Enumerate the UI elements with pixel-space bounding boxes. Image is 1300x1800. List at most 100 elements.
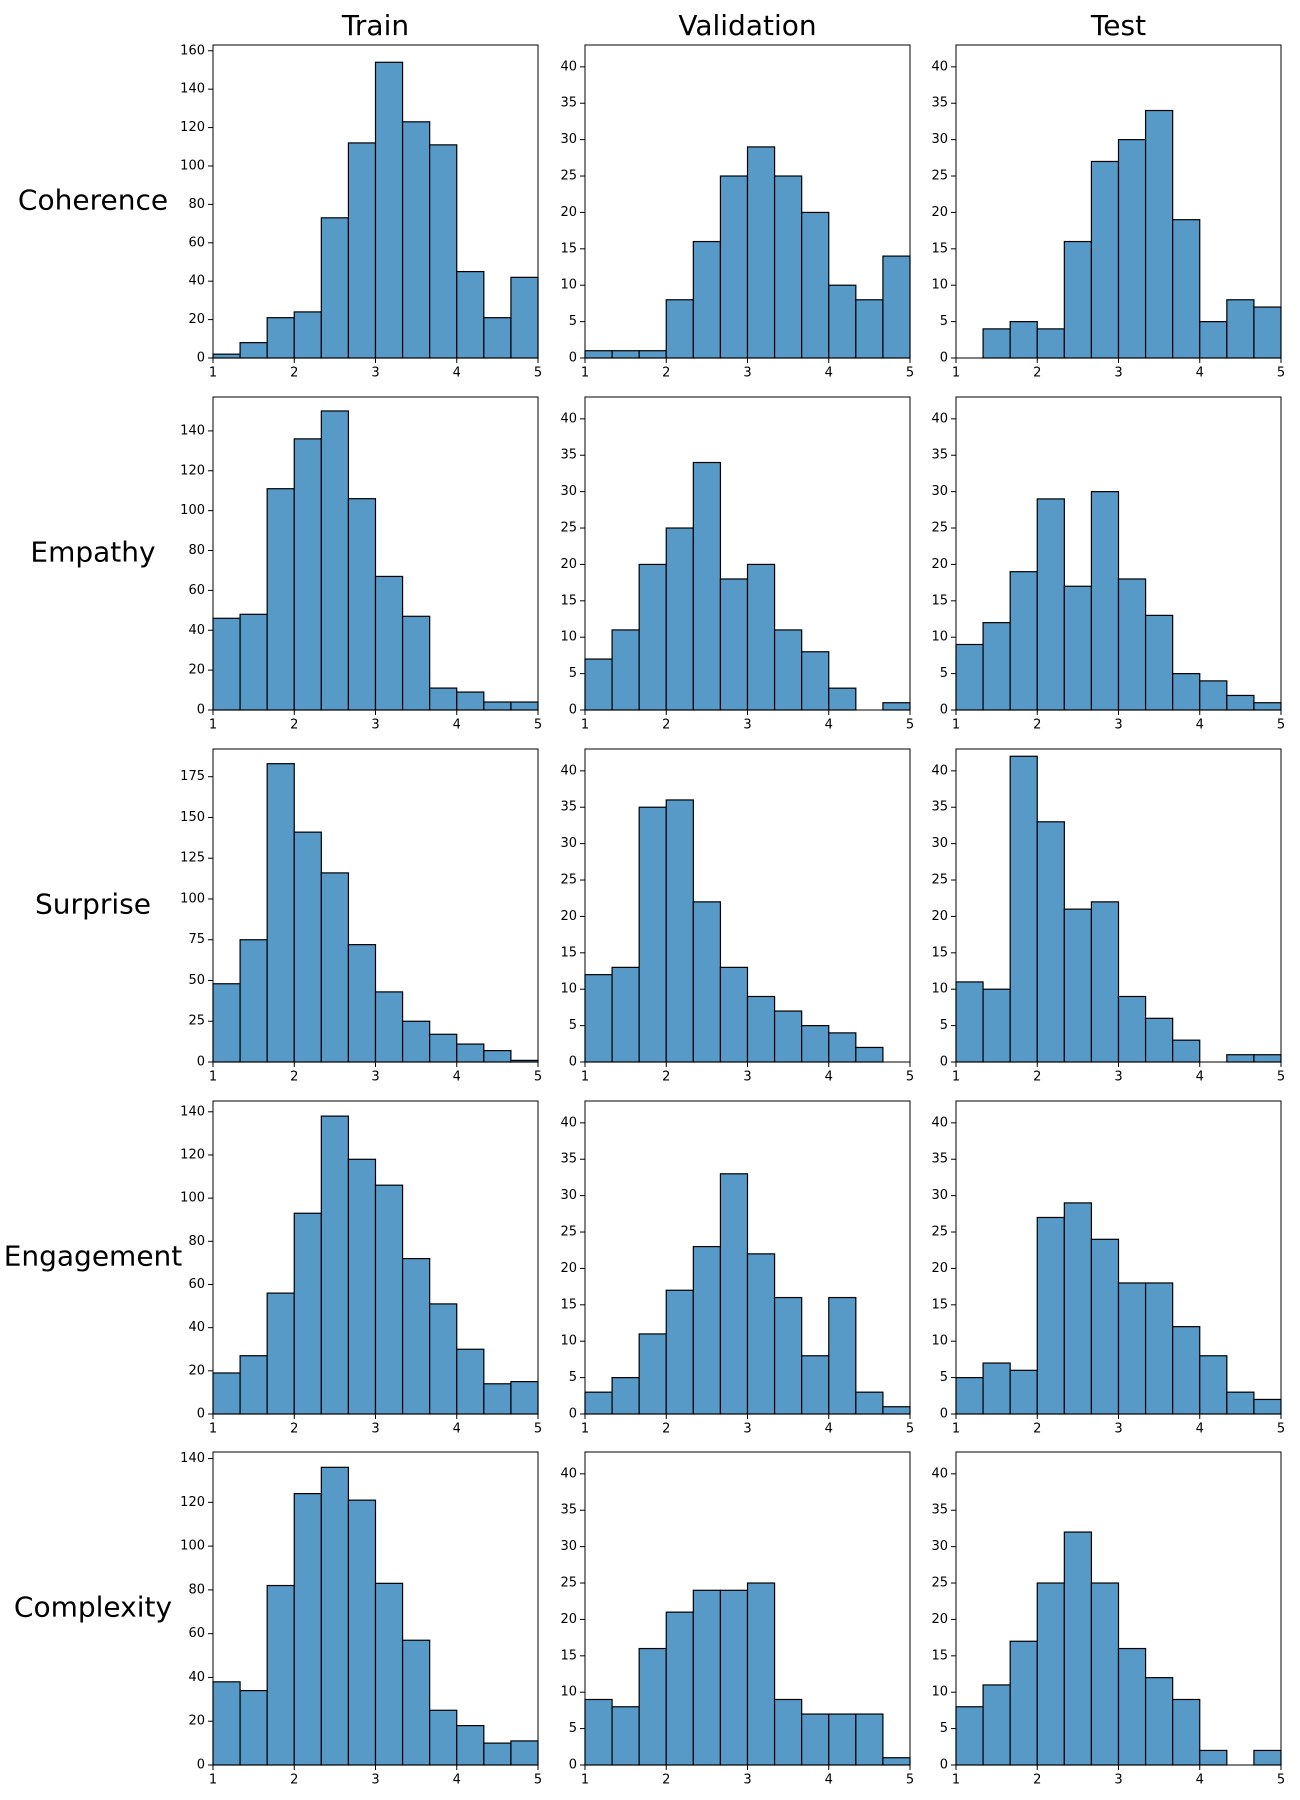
x-tick-label: 2 [1033,718,1041,733]
y-tick-label: 15 [931,241,948,256]
bar [1009,571,1038,711]
bar [955,981,984,1063]
bar [1036,821,1065,1063]
y-tick-label: 15 [560,241,577,256]
y-tick-label: 60 [188,1626,205,1641]
bar [1253,1054,1282,1063]
bar [1090,901,1120,1063]
bar [955,1377,984,1415]
x-tick-label: 4 [453,1070,461,1085]
bar [374,61,404,359]
x-tick-label: 5 [906,1773,914,1788]
y-tick-label: 15 [560,593,577,608]
x-tick-label: 2 [1033,1422,1041,1437]
y-tick-label: 20 [188,663,205,678]
y-tick-label: 40 [560,411,577,426]
y-tick-label: 15 [560,1648,577,1663]
y-tick-label: 5 [940,666,948,681]
x-tick-label: 4 [825,1773,833,1788]
y-tick-label: 40 [931,411,948,426]
bar [401,121,431,359]
bar [773,1296,803,1415]
y-tick-label: 30 [931,484,948,499]
bar [483,701,512,711]
bar [456,691,485,711]
bar [429,1033,458,1063]
y-tick-label: 25 [931,873,948,888]
x-tick-label: 1 [581,718,589,733]
y-tick-label: 15 [931,593,948,608]
y-tick-label: 10 [560,1334,577,1349]
bar [347,1499,377,1766]
y-tick-label: 20 [931,557,948,572]
x-tick-label: 5 [1277,718,1285,733]
bar [719,1173,749,1415]
bar [584,1698,613,1766]
bar [584,974,613,1063]
x-tick-label: 5 [534,718,542,733]
bar [692,240,722,359]
y-tick-label: 120 [180,1147,205,1162]
y-tick-label: 40 [560,1466,577,1481]
x-tick-label: 4 [1196,1422,1204,1437]
bar [955,1706,984,1766]
column-title: Test [1090,9,1146,42]
y-tick-label: 120 [180,1495,205,1510]
y-tick-label: 10 [931,1334,948,1349]
bar [1172,1326,1201,1415]
bar [1063,1531,1093,1766]
y-tick-label: 40 [560,1115,577,1130]
y-tick-label: 140 [180,82,205,97]
y-tick-label: 35 [560,96,577,111]
x-tick-label: 1 [581,1773,589,1788]
bar [828,1032,857,1063]
y-tick-label: 25 [188,1014,205,1029]
y-tick-label: 30 [560,1539,577,1554]
y-tick-label: 20 [931,205,948,220]
y-tick-label: 60 [188,235,205,250]
row-label: Surprise [35,888,151,921]
x-tick-label: 1 [209,366,217,381]
bar [347,498,377,711]
bar [1036,328,1065,359]
x-tick-label: 5 [1277,366,1285,381]
bar [719,1589,749,1766]
y-tick-label: 35 [931,448,948,463]
y-tick-label: 5 [940,1018,948,1033]
y-tick-label: 20 [931,1612,948,1627]
bar [374,1582,404,1766]
y-tick-label: 25 [931,1576,948,1591]
y-tick-label: 160 [180,43,205,58]
y-tick-label: 15 [931,945,948,960]
bar [456,1043,485,1063]
bar [510,1381,539,1415]
bar [429,1709,458,1766]
y-tick-label: 10 [560,278,577,293]
x-tick-label: 4 [1196,1773,1204,1788]
bar [483,1049,512,1063]
y-tick-label: 0 [197,1407,205,1422]
x-tick-label: 5 [534,1773,542,1788]
x-tick-label: 2 [662,1070,670,1085]
x-tick-label: 4 [825,1422,833,1437]
x-tick-label: 5 [906,1070,914,1085]
x-tick-label: 2 [1033,1070,1041,1085]
x-tick-label: 5 [1277,1422,1285,1437]
bar [982,622,1011,711]
y-tick-label: 0 [940,1407,948,1422]
bar [855,1046,884,1063]
x-tick-label: 3 [371,1422,379,1437]
bar [828,1713,857,1766]
y-tick-label: 10 [560,982,577,997]
y-tick-label: 0 [569,351,577,366]
bar [1144,109,1174,359]
bar [773,629,803,711]
y-tick-label: 100 [180,158,205,173]
y-tick-label: 10 [931,630,948,645]
bar [828,687,857,711]
x-tick-label: 1 [952,1070,960,1085]
row-label: Empathy [30,536,155,569]
y-tick-label: 100 [180,1539,205,1554]
y-tick-label: 140 [180,423,205,438]
y-tick-label: 75 [188,932,205,947]
